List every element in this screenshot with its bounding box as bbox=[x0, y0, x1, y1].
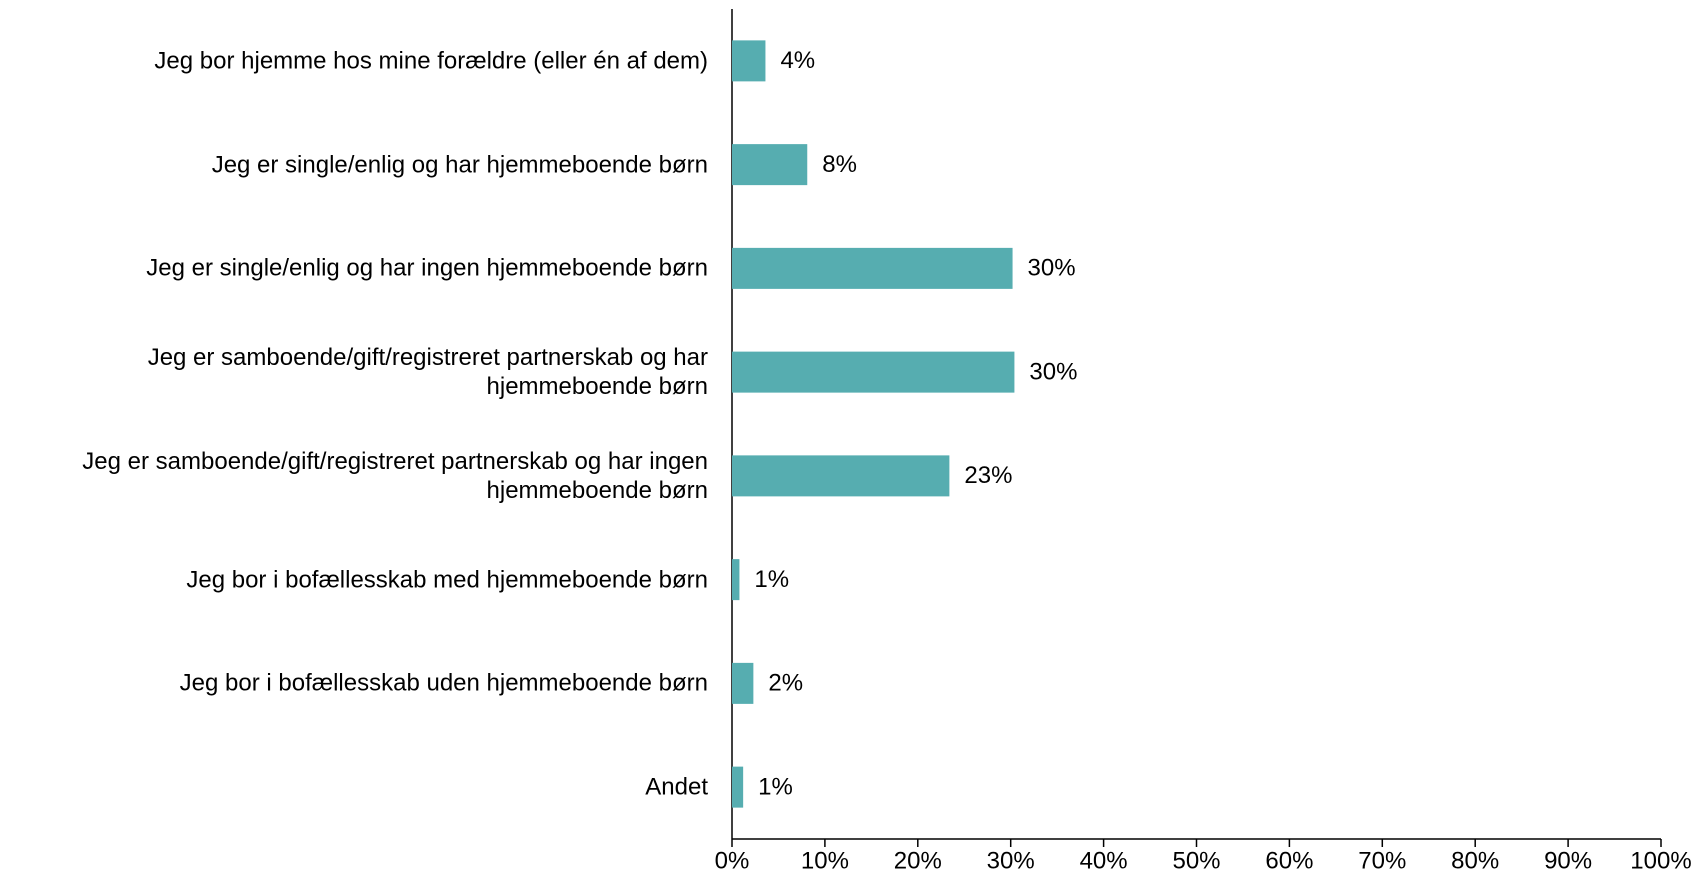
x-tick-label: 80% bbox=[1451, 847, 1499, 874]
bar bbox=[732, 766, 744, 808]
x-tick-label: 90% bbox=[1544, 847, 1592, 874]
x-tick-label: 10% bbox=[801, 847, 849, 874]
data-label: 30% bbox=[1029, 358, 1077, 385]
y-tick-label: Jeg er samboende/gift/registreret partne… bbox=[82, 447, 708, 504]
x-tick-label: 70% bbox=[1358, 847, 1406, 874]
y-tick-label: Jeg er single/enlig og har hjemmeboende … bbox=[211, 151, 708, 179]
x-tick-label: 30% bbox=[987, 847, 1035, 874]
data-label: 23% bbox=[964, 462, 1012, 489]
x-tick-label: 100% bbox=[1630, 847, 1691, 874]
x-tick-label: 60% bbox=[1265, 847, 1313, 874]
y-tick-label: Andet bbox=[645, 773, 708, 801]
x-tick-label: 0% bbox=[715, 847, 750, 874]
y-tick-label: Jeg er samboende/gift/registreret partne… bbox=[147, 344, 708, 401]
y-tick-label: Jeg er single/enlig og har ingen hjemmeb… bbox=[146, 254, 708, 282]
bar bbox=[732, 351, 1015, 393]
data-label: 2% bbox=[768, 670, 803, 697]
y-tick-label: Jeg bor i bofællesskab med hjemmeboende … bbox=[186, 566, 708, 594]
data-label: 1% bbox=[754, 566, 789, 593]
bar bbox=[732, 40, 766, 82]
x-tick-label: 40% bbox=[1080, 847, 1128, 874]
bar bbox=[732, 455, 950, 497]
y-tick-label: Jeg bor hjemme hos mine forældre (eller … bbox=[154, 47, 708, 75]
bar bbox=[732, 247, 1013, 289]
x-tick-label: 20% bbox=[894, 847, 942, 874]
bar bbox=[732, 144, 808, 186]
data-label: 30% bbox=[1028, 255, 1076, 282]
data-label: 1% bbox=[758, 773, 793, 800]
data-label: 8% bbox=[822, 151, 857, 178]
bar bbox=[732, 559, 740, 601]
y-tick-label: Jeg bor i bofællesskab uden hjemmeboende… bbox=[179, 669, 708, 697]
bar bbox=[732, 662, 754, 704]
data-label: 4% bbox=[780, 47, 815, 74]
x-tick-label: 50% bbox=[1172, 847, 1220, 874]
